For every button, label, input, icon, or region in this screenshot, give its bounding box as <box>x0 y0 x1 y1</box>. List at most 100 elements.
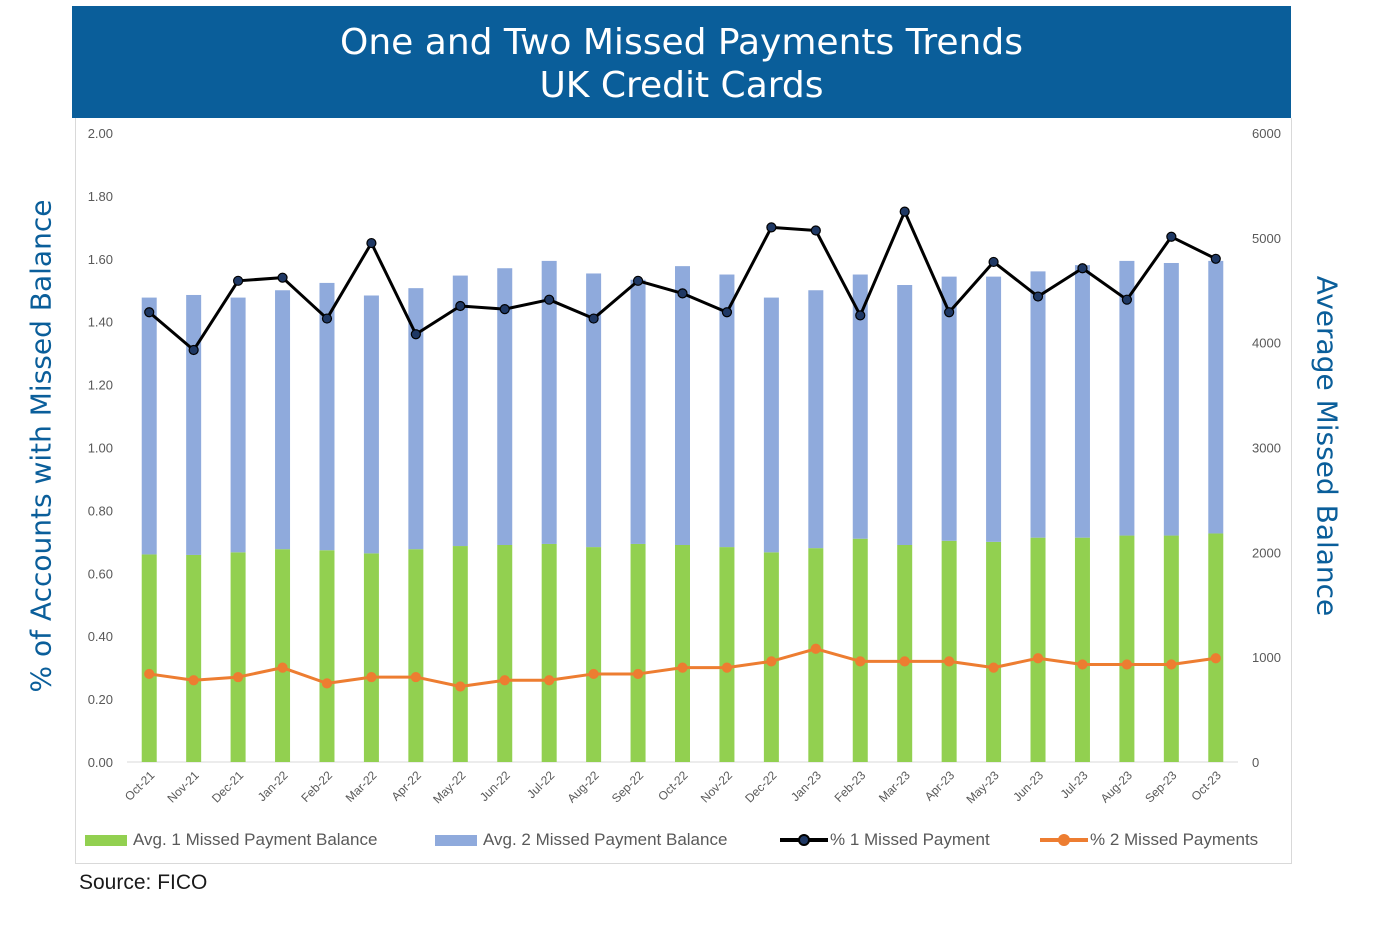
bar-avg-1-missed <box>719 547 735 762</box>
pct-2-missed-point <box>899 656 910 667</box>
x-tick-label: Sep-22 <box>609 768 646 805</box>
pct-2-missed-point <box>855 656 866 667</box>
bar-avg-1-missed <box>363 553 379 762</box>
bar-avg-2-missed <box>986 276 1002 542</box>
pct-2-missed-point <box>1077 659 1088 670</box>
pct-2-missed-point <box>988 662 999 673</box>
bar-avg-1-missed <box>675 544 690 762</box>
bar-avg-2-missed <box>675 266 690 545</box>
bar-avg-1-missed <box>630 543 646 762</box>
pct-1-missed-point <box>810 225 821 236</box>
x-tick-label: Jan-23 <box>788 768 824 804</box>
pct-2-missed-point <box>810 643 821 654</box>
pct-2-missed-point <box>144 668 155 680</box>
pct-1-missed-point <box>766 222 777 233</box>
bar-avg-2-missed <box>541 260 557 544</box>
x-tick-label: Nov-21 <box>165 768 202 805</box>
bar-avg-2-missed <box>1208 260 1224 534</box>
x-tick-label: Dec-22 <box>742 768 779 805</box>
x-tick-label: Aug-23 <box>1098 768 1135 805</box>
x-tick-label: Mar-23 <box>876 768 913 805</box>
bar-avg-2-missed <box>763 297 779 553</box>
legend-item-pct-1: % 1 Missed Payment <box>780 828 990 852</box>
legend-marker-orange-line <box>1040 830 1088 850</box>
x-tick-label: Jan-22 <box>255 768 291 804</box>
pct-2-missed-point <box>588 668 599 680</box>
pct-1-missed-point <box>944 307 955 318</box>
y-left-tick-label: 1.40 <box>88 315 113 330</box>
bar-avg-1-missed <box>319 550 335 762</box>
y-left-tick-label: 0.80 <box>88 503 113 518</box>
pct-1-missed-point <box>899 206 910 217</box>
pct-1-missed-point <box>277 272 288 283</box>
x-tick-label: Dec-21 <box>209 768 246 805</box>
bar-avg-2-missed <box>808 290 824 549</box>
bar-avg-1-missed <box>897 544 913 762</box>
y-left-tick-label: 0.20 <box>88 692 113 707</box>
bar-avg-1-missed <box>408 549 424 762</box>
y-left-tick-label: 1.80 <box>88 189 113 204</box>
pct-1-missed-point <box>1032 291 1044 302</box>
x-tick-label: Apr-23 <box>922 768 958 804</box>
bar-avg-2-missed <box>275 290 291 550</box>
x-tick-label: Oct-22 <box>655 768 691 804</box>
pct-2-missed-point <box>1121 659 1133 670</box>
y-axis-left-title: % of Accounts with Missed Balance <box>24 199 58 693</box>
x-tick-label: Jul-22 <box>524 768 557 801</box>
pct-2-missed-point <box>366 671 377 683</box>
pct-2-missed-point <box>277 662 288 673</box>
legend-label-avg-2: Avg. 2 Missed Payment Balance <box>483 830 728 849</box>
legend-label-pct-2: % 2 Missed Payments <box>1090 830 1259 849</box>
y-left-tick-label: 1.00 <box>88 441 113 456</box>
pct-1-missed-point <box>677 288 688 299</box>
bar-avg-2-missed <box>1074 265 1090 538</box>
bar-avg-2-missed <box>852 274 868 539</box>
x-tick-label: Nov-22 <box>698 768 735 805</box>
bar-avg-2-missed <box>630 279 646 544</box>
x-tick-label: Jul-23 <box>1058 768 1091 801</box>
y-left-tick-label: 1.60 <box>88 252 113 267</box>
bar-avg-2-missed <box>363 295 379 554</box>
legend-label-avg-1: Avg. 1 Missed Payment Balance <box>133 830 378 849</box>
pct-1-missed-point <box>188 344 199 356</box>
y-right-tick-label: 6000 <box>1252 126 1281 141</box>
pct-1-missed-point <box>855 310 866 321</box>
pct-2-missed-point <box>944 656 955 667</box>
y-left-tick-label: 2.00 <box>88 126 113 141</box>
pct-1-missed-point <box>1210 253 1221 264</box>
bar-avg-1-missed <box>186 554 202 762</box>
y-right-tick-label: 3000 <box>1252 441 1281 456</box>
bar-avg-1-missed <box>852 538 868 762</box>
bar-avg-1-missed <box>1208 533 1224 762</box>
pct-2-missed-point <box>1210 653 1221 664</box>
pct-1-missed-point <box>588 313 599 324</box>
pct-1-missed-point <box>144 307 155 318</box>
bar-avg-2-missed <box>497 268 513 545</box>
y-right-tick-label: 1000 <box>1252 650 1281 665</box>
x-tick-label: Oct-21 <box>122 768 158 804</box>
bar-avg-1-missed <box>808 548 824 762</box>
y-right-tick-label: 0 <box>1252 755 1259 770</box>
bar-avg-1-missed <box>1030 537 1046 762</box>
pct-1-missed-point <box>1121 294 1133 305</box>
x-tick-label: Apr-22 <box>389 768 425 804</box>
x-tick-label: Feb-22 <box>298 768 335 805</box>
pct-2-missed-point <box>499 675 510 686</box>
x-tick-label: Jun-22 <box>477 768 513 804</box>
bar-avg-2-missed <box>186 294 202 555</box>
pct-2-missed-point <box>632 668 644 680</box>
pct-2-missed-point <box>721 662 733 673</box>
pct-1-missed-point <box>233 275 244 286</box>
bar-avg-1-missed <box>452 546 468 762</box>
chart-frame <box>75 118 1292 864</box>
pct-1-missed-point <box>499 304 510 315</box>
legend-item-pct-2: % 2 Missed Payments <box>1040 828 1258 852</box>
y-left-tick-label: 0.40 <box>88 629 113 644</box>
legend-label-pct-1: % 1 Missed Payment <box>830 830 990 849</box>
x-tick-label: May-22 <box>430 768 468 806</box>
bar-avg-1-missed <box>497 544 513 762</box>
legend-swatch-green <box>85 834 127 846</box>
pct-2-missed-point <box>677 662 688 673</box>
bar-avg-1-missed <box>230 552 246 762</box>
